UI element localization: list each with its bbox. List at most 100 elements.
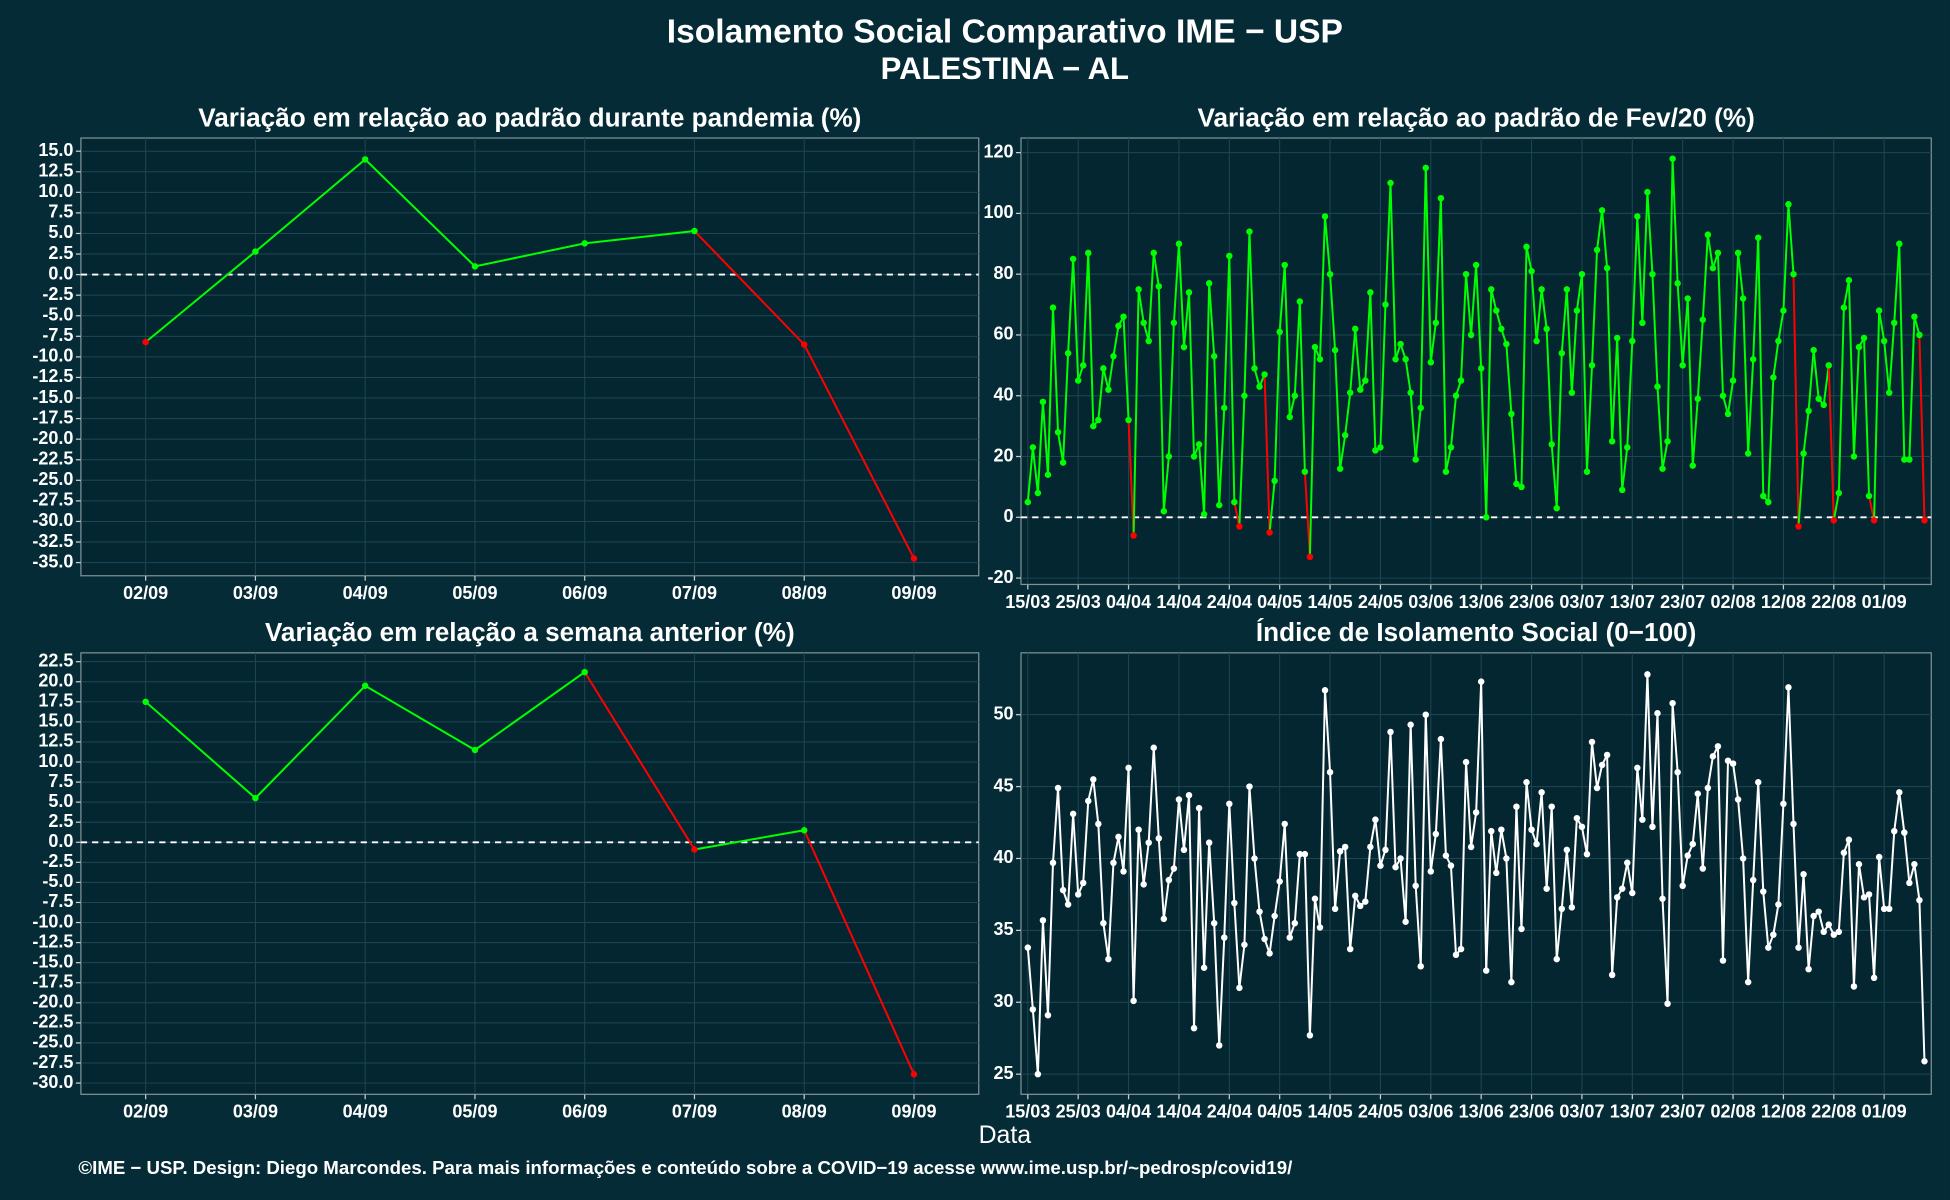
line-segment bbox=[1404, 724, 1412, 922]
data-point bbox=[1432, 830, 1440, 838]
line-segment bbox=[1419, 167, 1427, 408]
line-segment bbox=[1208, 842, 1216, 924]
line-segment bbox=[1253, 858, 1261, 912]
line-segment bbox=[1847, 280, 1855, 457]
data-point bbox=[1145, 337, 1152, 345]
line-segment bbox=[1429, 833, 1437, 872]
line-segment bbox=[1475, 265, 1483, 369]
data-point bbox=[691, 846, 698, 853]
data-point bbox=[1095, 416, 1102, 424]
data-point bbox=[1321, 687, 1329, 694]
data-point bbox=[1130, 532, 1137, 539]
data-point bbox=[1437, 194, 1445, 202]
data-point bbox=[1346, 389, 1354, 396]
line-segment bbox=[1087, 252, 1095, 427]
data-point bbox=[1508, 978, 1515, 986]
data-point bbox=[1462, 758, 1470, 766]
line-segment bbox=[1072, 813, 1080, 895]
line-segment bbox=[1636, 767, 1644, 820]
data-point bbox=[1286, 934, 1293, 941]
line-segment bbox=[1384, 731, 1392, 850]
data-point bbox=[1407, 721, 1414, 728]
data-point bbox=[1296, 850, 1304, 858]
data-point bbox=[1825, 921, 1832, 928]
data-point bbox=[252, 794, 259, 802]
line-segment bbox=[1878, 310, 1886, 342]
x-tick-label: 05/09 bbox=[452, 1102, 497, 1122]
line-segment bbox=[1273, 881, 1281, 917]
y-tick-label: -7.5 bbox=[42, 891, 73, 911]
data-point bbox=[361, 682, 369, 689]
data-point bbox=[1770, 931, 1777, 938]
data-point bbox=[1044, 471, 1052, 478]
data-point bbox=[1336, 848, 1344, 855]
line-segment bbox=[1308, 347, 1316, 557]
line-segment bbox=[1198, 808, 1206, 968]
x-tick-label: 02/08 bbox=[1711, 592, 1756, 612]
data-point bbox=[1392, 863, 1399, 871]
line-segment bbox=[1329, 772, 1337, 909]
data-point bbox=[1760, 888, 1767, 895]
line-segment bbox=[1676, 283, 1684, 366]
y-tick-label: 0.0 bbox=[48, 263, 73, 283]
line-segment bbox=[1777, 310, 1785, 342]
data-point bbox=[1679, 882, 1686, 890]
line-segment bbox=[1137, 289, 1145, 323]
data-point bbox=[1054, 784, 1062, 792]
data-point bbox=[1382, 846, 1389, 854]
line-segment bbox=[1550, 444, 1558, 509]
data-point bbox=[1331, 905, 1339, 913]
line-segment bbox=[1293, 301, 1301, 396]
data-point bbox=[1482, 514, 1490, 521]
line-segment bbox=[145, 701, 257, 799]
line-segment bbox=[1036, 401, 1044, 494]
line-segment bbox=[1611, 337, 1619, 442]
data-point bbox=[1200, 511, 1208, 518]
y-tick-label: 15.0 bbox=[38, 711, 73, 731]
line-segment bbox=[1696, 319, 1704, 399]
data-point bbox=[1427, 359, 1435, 366]
data-point bbox=[1205, 280, 1213, 287]
line-segment bbox=[1303, 854, 1311, 1036]
data-point bbox=[1034, 489, 1042, 497]
y-tick-label: -10.0 bbox=[32, 911, 73, 931]
line-segment bbox=[1480, 681, 1488, 971]
data-point bbox=[1346, 945, 1354, 953]
x-tick-label: 24/04 bbox=[1207, 1102, 1252, 1122]
line-segment bbox=[1490, 289, 1498, 311]
data-point bbox=[1024, 498, 1032, 506]
line-segment bbox=[1404, 359, 1412, 393]
data-point bbox=[1236, 523, 1243, 530]
data-point bbox=[1689, 462, 1696, 469]
line-segment bbox=[1686, 298, 1694, 466]
line-segment bbox=[1177, 243, 1185, 348]
line-segment bbox=[1656, 713, 1664, 899]
data-point bbox=[1215, 501, 1223, 509]
data-point bbox=[1654, 383, 1661, 390]
data-point bbox=[1669, 155, 1676, 162]
line-segment bbox=[1268, 915, 1276, 954]
line-segment bbox=[1127, 767, 1135, 1001]
y-tick-label: 25 bbox=[994, 1063, 1014, 1083]
data-point bbox=[1488, 827, 1495, 835]
data-point bbox=[1629, 889, 1636, 897]
line-segment bbox=[1298, 301, 1306, 472]
y-tick-label: 20.0 bbox=[38, 671, 73, 691]
line-segment bbox=[1792, 274, 1800, 527]
data-point bbox=[1382, 301, 1389, 308]
data-point bbox=[1860, 894, 1868, 901]
line-segment bbox=[1082, 800, 1090, 883]
line-segment bbox=[1389, 731, 1397, 868]
data-point bbox=[1921, 517, 1928, 524]
data-point bbox=[471, 263, 479, 270]
data-point bbox=[1593, 246, 1601, 254]
data-point bbox=[1231, 498, 1238, 506]
y-tick-label: 12.5 bbox=[38, 731, 73, 751]
data-point bbox=[1281, 820, 1288, 828]
y-tick-label: -22.5 bbox=[32, 1012, 73, 1032]
line-segment bbox=[1288, 395, 1296, 418]
data-point bbox=[910, 555, 918, 562]
line-segment bbox=[1737, 252, 1745, 299]
line-segment bbox=[1550, 806, 1558, 960]
